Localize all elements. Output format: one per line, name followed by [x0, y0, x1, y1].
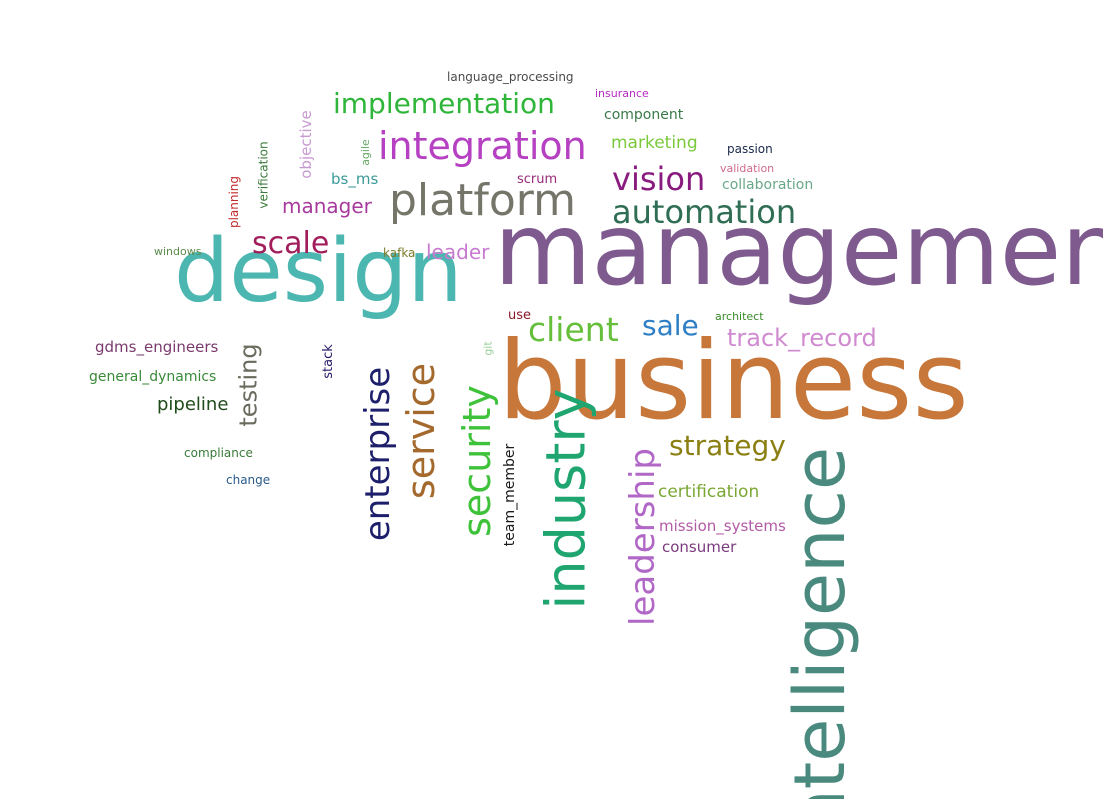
- word-change: change: [226, 473, 271, 487]
- word-mission-systems: mission_systems: [659, 517, 786, 535]
- word-kafka: kafka: [383, 246, 416, 260]
- word-architect: architect: [715, 310, 764, 323]
- word-testing: testing: [234, 343, 263, 427]
- word-scale: scale: [252, 226, 330, 261]
- word-validation: validation: [720, 162, 775, 175]
- word-management: management: [494, 191, 1103, 308]
- word-verification: verification: [256, 141, 271, 209]
- word-security: security: [454, 385, 499, 537]
- word-git: git: [481, 341, 495, 356]
- word-agile: agile: [358, 139, 372, 166]
- word-insurance: insurance: [595, 87, 649, 100]
- word-service: service: [399, 362, 444, 500]
- word-vision: vision: [612, 160, 706, 198]
- word-leader: leader: [426, 240, 490, 264]
- word-client: client: [528, 310, 619, 349]
- word-scrum: scrum: [517, 172, 558, 187]
- word-component: component: [604, 107, 684, 123]
- word-platform: platform: [389, 175, 576, 226]
- word-certification: certification: [658, 482, 760, 502]
- word-leadership: leadership: [622, 448, 663, 626]
- word-gdms-engineers: gdms_engineers: [95, 338, 219, 356]
- word-windows: windows: [154, 245, 202, 258]
- word-stack: stack: [320, 344, 336, 379]
- word-consumer: consumer: [662, 538, 737, 556]
- word-marketing: marketing: [611, 133, 698, 153]
- word-design: design: [174, 220, 463, 322]
- word-intelligence: intelligence: [779, 446, 862, 799]
- word-language-processing: language_processing: [447, 70, 574, 84]
- word-automation: automation: [612, 193, 797, 231]
- word-compliance: compliance: [184, 446, 253, 460]
- word-planning: planning: [227, 175, 242, 229]
- word-objective: objective: [296, 110, 315, 179]
- word-enterprise: enterprise: [358, 366, 399, 542]
- word-pipeline: pipeline: [157, 394, 229, 415]
- word-track-record: track_record: [727, 324, 877, 352]
- word-use: use: [508, 308, 532, 323]
- word-sale: sale: [642, 309, 699, 342]
- word-passion: passion: [727, 142, 773, 156]
- word-manager: manager: [282, 194, 372, 218]
- word-integration: integration: [378, 124, 587, 168]
- word-bs-ms: bs_ms: [331, 170, 379, 188]
- word-strategy: strategy: [669, 429, 786, 462]
- word-collaboration: collaboration: [722, 177, 814, 193]
- word-general-dynamics: general_dynamics: [89, 369, 217, 385]
- word-industry: industry: [534, 388, 598, 610]
- word-implementation: implementation: [333, 87, 555, 120]
- word-business: business: [498, 319, 969, 444]
- word-team-member: team_member: [502, 443, 519, 547]
